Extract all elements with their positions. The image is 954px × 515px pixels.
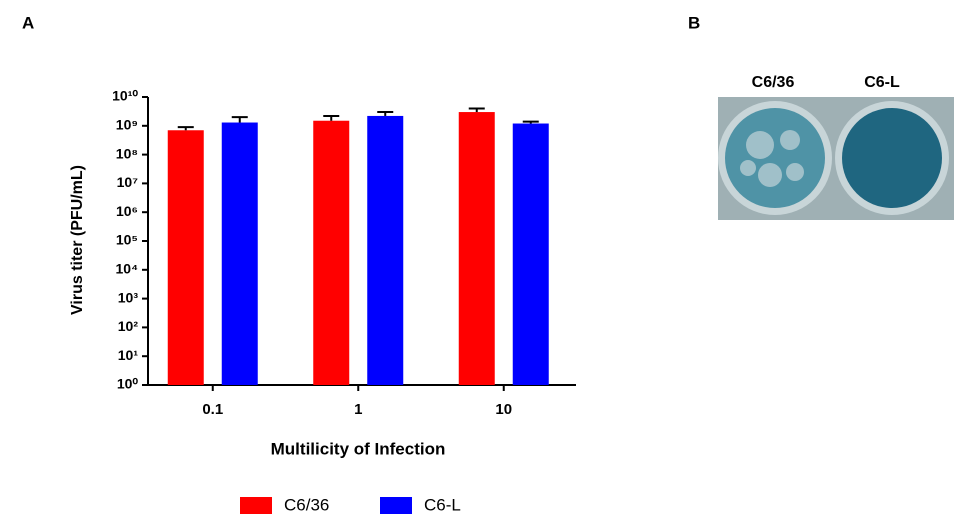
y-tick-label: 10⁴	[116, 261, 139, 277]
bar	[167, 130, 204, 385]
y-tick-label: 10¹	[118, 347, 139, 363]
y-tick-label: 10³	[118, 289, 139, 305]
y-tick-label: 10⁹	[116, 117, 138, 133]
y-tick-label: 10⁸	[116, 145, 138, 161]
y-axis-title: Virus titer (PFU/mL)	[69, 165, 86, 315]
y-tick-label: 10⁷	[117, 174, 139, 190]
x-tick-label: 1	[354, 401, 362, 418]
bar	[458, 112, 495, 386]
bar	[221, 122, 258, 385]
legend-swatch	[380, 497, 412, 514]
legend-label: C6/36	[284, 495, 329, 514]
panel-label: A	[22, 13, 34, 32]
legend-swatch	[240, 497, 272, 514]
x-tick-label: 0.1	[202, 401, 223, 418]
bar	[313, 120, 350, 385]
panel-label: B	[688, 13, 700, 32]
x-tick-label: 10	[495, 401, 512, 418]
bar	[512, 123, 549, 385]
legend-label: C6-L	[424, 495, 461, 514]
y-tick-label: 10⁵	[116, 232, 138, 248]
y-tick-label: 10²	[118, 318, 139, 334]
plate-photo	[718, 97, 954, 220]
y-tick-label: 10⁰	[117, 376, 139, 392]
y-tick-label: 10¹⁰	[112, 88, 138, 104]
image-label: C6-L	[864, 74, 900, 91]
y-tick-label: 10⁶	[116, 203, 138, 219]
bar	[367, 115, 404, 385]
image-label: C6/36	[752, 74, 795, 91]
x-axis-title: Multilicity of Infection	[271, 439, 446, 458]
